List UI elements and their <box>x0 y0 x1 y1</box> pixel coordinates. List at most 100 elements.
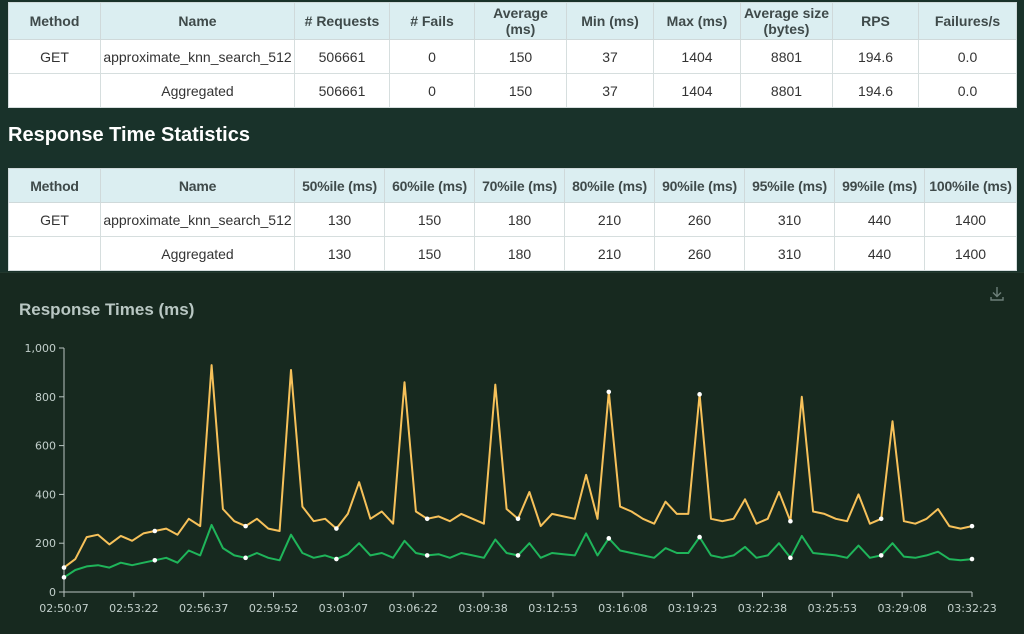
data-point <box>606 389 612 395</box>
header-fails[interactable]: # Fails <box>389 2 475 40</box>
download-icon[interactable] <box>988 285 1006 303</box>
cell-failures-per-sec: 0.0 <box>918 39 1017 74</box>
header-name[interactable]: Name <box>100 168 295 203</box>
cell-p60: 150 <box>384 202 475 237</box>
header-method[interactable]: Method <box>8 168 101 203</box>
x-tick-label: 03:06:22 <box>389 602 438 615</box>
x-tick-label: 03:32:23 <box>947 602 996 615</box>
header-name[interactable]: Name <box>100 2 295 40</box>
response-time-statistics-table: Method Name 50%ile (ms) 60%ile (ms) 70%i… <box>8 168 1017 271</box>
header-average-size[interactable]: Average size (bytes) <box>740 2 833 40</box>
cell-p80: 210 <box>564 236 655 271</box>
table-row: GET approximate_knn_search_512 506661 0 … <box>8 39 1017 74</box>
x-tick-label: 03:25:53 <box>808 602 857 615</box>
header-p60[interactable]: 60%ile (ms) <box>384 168 475 203</box>
cell-p70: 180 <box>474 202 565 237</box>
data-point <box>152 528 158 534</box>
header-rps[interactable]: RPS <box>832 2 919 40</box>
cell-fails: 0 <box>389 39 475 74</box>
cell-name: Aggregated <box>100 236 295 271</box>
data-point <box>152 557 158 563</box>
header-min[interactable]: Min (ms) <box>566 2 654 40</box>
x-tick-label: 03:22:38 <box>738 602 787 615</box>
x-tick-label: 03:19:23 <box>668 602 717 615</box>
y-tick-label: 1,000 <box>25 342 57 355</box>
response-times-chart: 0 200 400 600 800 1,000 02:50:07 02:53:22 02:56:… <box>25 342 997 615</box>
cell-p90: 260 <box>654 202 745 237</box>
header-p50[interactable]: 50%ile (ms) <box>294 168 385 203</box>
x-tick-label: 03:29:08 <box>877 602 926 615</box>
response-times-chart-panel: Response Times (ms) <box>0 272 1024 634</box>
cell-max: 1404 <box>653 39 741 74</box>
header-p80[interactable]: 80%ile (ms) <box>564 168 655 203</box>
header-requests[interactable]: # Requests <box>294 2 390 40</box>
y-tick-label: 800 <box>35 391 56 404</box>
header-max[interactable]: Max (ms) <box>653 2 741 40</box>
cell-p100: 1400 <box>924 202 1017 237</box>
table-row: GET approximate_knn_search_512 130 150 1… <box>8 202 1017 237</box>
header-method[interactable]: Method <box>8 2 101 40</box>
data-point <box>969 556 975 562</box>
cell-rps: 194.6 <box>832 39 919 74</box>
cell-requests: 506661 <box>294 39 390 74</box>
data-point <box>61 565 67 570</box>
table-header-row: Method Name # Requests # Fails Average (… <box>8 2 1017 40</box>
y-tick-label: 200 <box>35 537 56 550</box>
cell-method <box>8 73 101 108</box>
header-p99[interactable]: 99%ile (ms) <box>834 168 925 203</box>
request-statistics-table: Method Name # Requests # Fails Average (… <box>8 2 1017 108</box>
data-point <box>969 523 975 529</box>
header-average[interactable]: Average (ms) <box>474 2 567 40</box>
cell-average-size: 8801 <box>740 73 833 108</box>
cell-p99: 440 <box>834 202 925 237</box>
cell-p50: 130 <box>294 236 385 271</box>
x-tick-label: 03:03:07 <box>319 602 368 615</box>
y-tick-label: 600 <box>35 440 56 453</box>
cell-p70: 180 <box>474 236 565 271</box>
cell-p90: 260 <box>654 236 745 271</box>
cell-name: Aggregated <box>100 73 295 108</box>
cell-p99: 440 <box>834 236 925 271</box>
data-point <box>334 556 339 562</box>
data-point <box>697 534 702 540</box>
data-point <box>697 392 702 397</box>
cell-average: 150 <box>474 73 567 108</box>
cell-p100: 1400 <box>924 236 1017 271</box>
header-p70[interactable]: 70%ile (ms) <box>474 168 565 203</box>
data-point <box>788 518 793 524</box>
x-tick-label: 03:16:08 <box>598 602 647 615</box>
data-point <box>424 516 430 522</box>
data-point <box>515 516 521 522</box>
cell-rps: 194.6 <box>832 73 919 108</box>
data-point <box>334 526 339 531</box>
header-failures-per-sec[interactable]: Failures/s <box>918 2 1017 40</box>
x-tick-label: 02:50:07 <box>39 602 88 615</box>
cell-min: 37 <box>566 39 654 74</box>
data-point <box>61 575 67 580</box>
cell-max: 1404 <box>653 73 741 108</box>
cell-p95: 310 <box>744 236 835 271</box>
y-tick-label: 400 <box>35 488 56 501</box>
table-row: Aggregated 506661 0 150 37 1404 8801 194… <box>8 73 1017 108</box>
data-point <box>515 553 521 558</box>
header-p95[interactable]: 95%ile (ms) <box>744 168 835 203</box>
data-point <box>606 536 612 541</box>
x-tick-label: 02:56:37 <box>179 602 228 615</box>
cell-method <box>8 236 101 271</box>
table-row: Aggregated 130 150 180 210 260 310 440 1… <box>8 236 1017 271</box>
header-p90[interactable]: 90%ile (ms) <box>654 168 745 203</box>
cell-method: GET <box>8 39 101 74</box>
header-p100[interactable]: 100%ile (ms) <box>924 168 1017 203</box>
table-header-row: Method Name 50%ile (ms) 60%ile (ms) 70%i… <box>8 168 1017 203</box>
cell-average-size: 8801 <box>740 39 833 74</box>
cell-min: 37 <box>566 73 654 108</box>
data-point <box>243 523 248 529</box>
y-tick-label: 0 <box>49 586 56 599</box>
series-line-0 <box>63 364 973 569</box>
cell-p95: 310 <box>744 202 835 237</box>
cell-name: approximate_knn_search_512 <box>100 39 295 74</box>
data-point <box>878 553 884 558</box>
section-title: Response Time Statistics <box>8 124 250 146</box>
cell-p80: 210 <box>564 202 655 237</box>
cell-fails: 0 <box>389 73 475 108</box>
